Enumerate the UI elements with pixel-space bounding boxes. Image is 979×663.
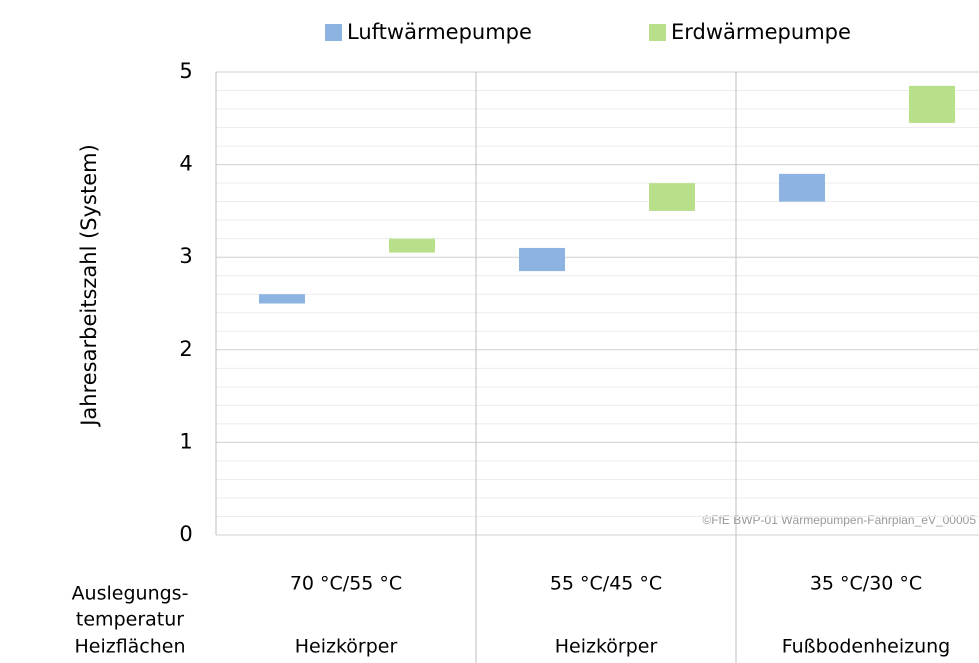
row-label: temperatur (76, 609, 184, 631)
bar (649, 183, 695, 211)
x-tick-label: 55 °C/45 °C (550, 573, 662, 595)
x-category-type: Fußbodenheizung (782, 636, 951, 658)
bar (519, 247, 565, 272)
x-tick-label: 35 °C/30 °C (810, 573, 922, 595)
y-axis-label: Jahresarbeitszahl (System) (77, 144, 101, 428)
x-category-type: Heizkörper (555, 636, 658, 658)
y-tick-label: 5 (179, 59, 192, 83)
bar (389, 238, 435, 253)
bar (779, 173, 825, 202)
legend-label: Erdwärmepumpe (671, 20, 851, 44)
x-tick-label: 70 °C/55 °C (290, 573, 402, 595)
watermark: ©FfE BWP-01 Wärmepumpen-Fahrplan_eV_0000… (702, 513, 976, 527)
bar (259, 294, 305, 304)
y-tick-label: 2 (179, 337, 192, 361)
x-category-type: Heizkörper (295, 636, 398, 658)
y-tick-label: 3 (179, 244, 192, 268)
legend-label: Luftwärmepumpe (347, 20, 532, 44)
row-label: Auslegungs- (72, 583, 189, 605)
y-tick-label: 4 (179, 152, 192, 176)
legend-swatch (649, 24, 666, 41)
legend-swatch (325, 24, 342, 41)
row-label: Heizflächen (74, 636, 185, 658)
y-tick-label: 0 (179, 522, 192, 546)
bar (909, 85, 955, 123)
y-tick-label: 1 (179, 429, 192, 453)
